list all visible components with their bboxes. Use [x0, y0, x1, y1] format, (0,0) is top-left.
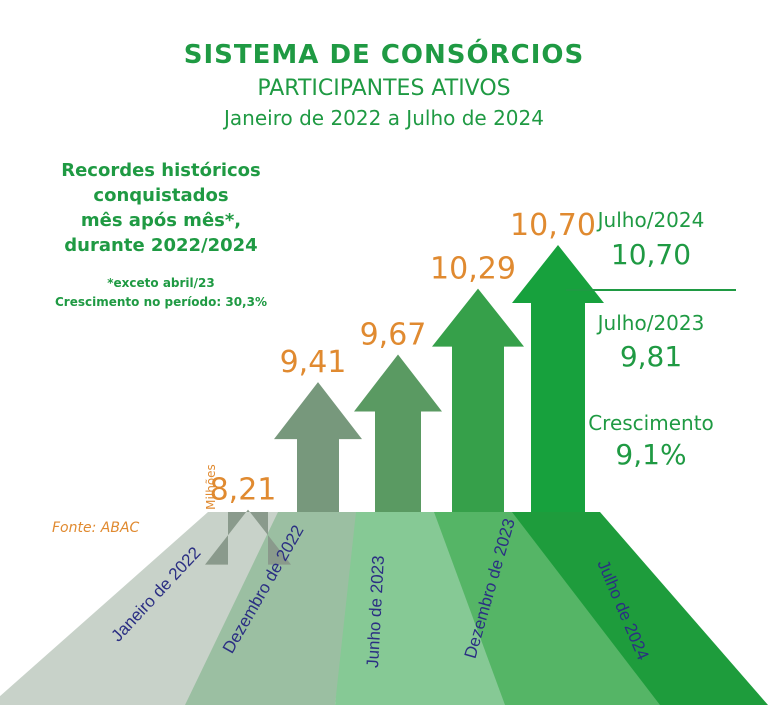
arrow-bar: [432, 288, 524, 512]
value-label: 9,67: [360, 317, 427, 352]
arrow-bar: [205, 509, 291, 565]
floor-band: [185, 512, 362, 705]
source-note: Fonte: ABAC: [52, 520, 140, 536]
records-footnote: *exceto abril/23: [107, 276, 215, 290]
value-label: 10,29: [430, 252, 516, 287]
value-label: 8,21: [210, 473, 277, 508]
records-text: Recordes históricos conquistados mês apó…: [36, 158, 286, 258]
floor-band: [434, 512, 665, 705]
previous-value: 9,81: [619, 340, 683, 373]
arrow-bar: [354, 354, 442, 512]
records-line-4: durante 2022/2024: [64, 235, 258, 256]
value-label: 10,70: [510, 208, 596, 243]
current-value: 10,70: [610, 238, 692, 271]
floor-band: [512, 512, 768, 705]
arrow-bar: [274, 382, 362, 512]
growth-note: Crescimento no período: 30,3%: [55, 295, 267, 309]
floor-band: [335, 512, 510, 705]
growth-value: 9,1%: [615, 438, 687, 471]
value-label: 9,41: [280, 345, 347, 380]
growth-label: Crescimento: [588, 411, 714, 435]
records-line-3: mês após mês*,: [80, 210, 242, 231]
current-label: Julho/2024: [597, 208, 705, 232]
summary-divider: [566, 289, 736, 291]
records-line-1: Recordes históricos: [61, 160, 261, 181]
page-subtitle: PARTICIPANTES ATIVOS: [257, 76, 511, 101]
page-title: SISTEMA DE CONSÓRCIOS: [183, 40, 585, 70]
unit-label: Milhões: [204, 464, 218, 510]
period-text: Janeiro de 2022 a Julho de 2024: [224, 106, 544, 130]
arrow-bar: [512, 245, 604, 512]
previous-label: Julho/2023: [597, 311, 705, 335]
records-line-2: conquistados: [93, 185, 229, 206]
